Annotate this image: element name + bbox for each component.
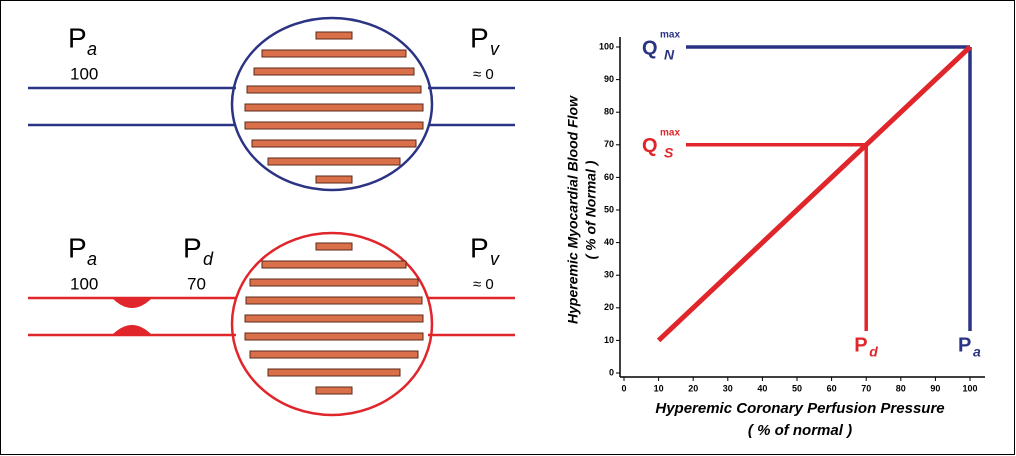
pressure-value: 100 xyxy=(70,274,98,293)
capillaries xyxy=(245,243,423,394)
pressure-value: ≈ 0 xyxy=(473,66,494,83)
reference-x-sub: a xyxy=(973,344,981,360)
y-tick-label: 50 xyxy=(604,204,614,214)
pressure-label: P xyxy=(68,22,87,53)
reference-sub: N xyxy=(664,47,675,63)
y-tick-label: 30 xyxy=(604,270,614,280)
y-tick-label: 60 xyxy=(604,172,614,182)
pressure-label: P xyxy=(183,232,202,263)
pressure-sub: v xyxy=(490,39,500,59)
reference-x-label: P xyxy=(958,334,971,356)
x-tick-label: 60 xyxy=(827,383,837,393)
x-tick-label: 100 xyxy=(962,383,977,393)
y-tick-label: 0 xyxy=(609,367,614,377)
pressure-label: P xyxy=(68,232,87,263)
y-tick-label: 20 xyxy=(604,302,614,312)
pressure-sub: a xyxy=(87,249,97,269)
y-axis-label: Hyperemic Myocardial Blood Flow xyxy=(565,95,581,324)
capillaries xyxy=(245,32,423,183)
figure: P a 100 P v ≈ 0 P a 100 P d 70 P v ≈ 0 0… xyxy=(0,0,1016,456)
y-tick-label: 70 xyxy=(604,139,614,149)
y-tick-label: 100 xyxy=(599,41,614,51)
pressure-label: P xyxy=(470,232,489,263)
pressure-sub: a xyxy=(87,39,97,59)
x-tick-label: 70 xyxy=(861,383,871,393)
reference-sup: max xyxy=(660,127,680,138)
y-tick-label: 80 xyxy=(604,107,614,117)
x-axis-label: ( % of normal ) xyxy=(748,422,852,439)
reference-sup: max xyxy=(660,30,680,41)
reference-sub: S xyxy=(664,145,674,161)
pressure-value: ≈ 0 xyxy=(473,276,494,293)
x-tick-label: 10 xyxy=(654,383,664,393)
x-tick-label: 30 xyxy=(723,383,733,393)
pressure-sub: v xyxy=(490,249,500,269)
reference-x-label: P xyxy=(854,334,867,356)
pressure-sub: d xyxy=(203,249,214,269)
x-tick-label: 40 xyxy=(757,383,767,393)
reference-label: Q xyxy=(642,135,658,157)
x-axis-label: Hyperemic Coronary Perfusion Pressure xyxy=(655,400,944,417)
y-tick-label: 90 xyxy=(604,74,614,84)
x-tick-label: 20 xyxy=(688,383,698,393)
x-tick-label: 90 xyxy=(930,383,940,393)
y-axis-label: ( % of Normal ) xyxy=(583,160,599,259)
pressure-value: 100 xyxy=(70,64,98,83)
y-tick-label: 10 xyxy=(604,335,614,345)
pressure-value: 70 xyxy=(187,274,206,293)
pressure-label: P xyxy=(470,22,489,53)
reference-x-sub: d xyxy=(869,344,878,360)
x-tick-label: 80 xyxy=(896,383,906,393)
x-tick-label: 50 xyxy=(792,383,802,393)
reference-label: Q xyxy=(642,37,658,59)
y-tick-label: 40 xyxy=(604,237,614,247)
x-tick-label: 0 xyxy=(621,383,626,393)
